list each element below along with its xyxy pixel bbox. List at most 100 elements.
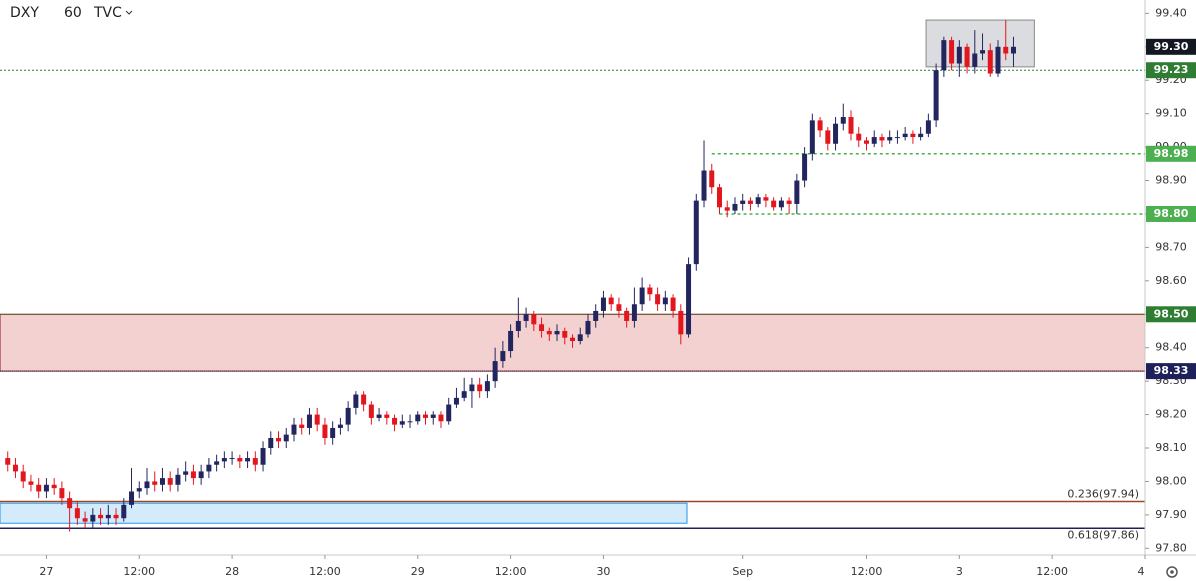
candle-body (453, 397, 459, 405)
fib-label: 0.236(97.94) (1067, 488, 1139, 501)
candle-body (879, 137, 885, 141)
candle-body (43, 484, 49, 492)
candle-body (918, 133, 924, 138)
candle-body (129, 491, 135, 505)
candle-body (376, 414, 382, 418)
candle-body (353, 394, 359, 408)
candle-body (221, 458, 227, 462)
x-tick-label: 12:00 (851, 565, 883, 578)
candle-body (90, 514, 96, 522)
candle-body (167, 478, 173, 485)
candle-body (856, 133, 862, 141)
candle-body (252, 458, 258, 465)
candle-body (314, 414, 320, 425)
y-tick-label: 98.90 (1155, 174, 1187, 187)
candle-body (539, 324, 545, 331)
candle-body (461, 391, 467, 398)
candle-body (693, 200, 699, 265)
price-tag-label: 99.23 (1154, 63, 1189, 76)
price-tag-label: 98.33 (1154, 364, 1189, 377)
candle-body (515, 320, 521, 331)
price-tag (1146, 145, 1196, 162)
y-tick-label: 98.60 (1155, 274, 1187, 287)
candle-body (299, 424, 305, 428)
candle-body (98, 514, 104, 519)
candle-body (12, 464, 18, 472)
candle-body (5, 458, 11, 465)
y-tick-label: 98.40 (1155, 341, 1187, 354)
candle-body (484, 381, 490, 392)
candle-body (430, 414, 436, 418)
y-tick-label: 98.20 (1155, 408, 1187, 421)
candle-body (716, 187, 722, 208)
interval[interactable]: 60 (64, 5, 82, 21)
candle-body (747, 200, 753, 204)
settings-icon[interactable] (1166, 566, 1178, 578)
candle-body (260, 448, 266, 465)
candle-body (562, 330, 568, 338)
x-tick-label: 3 (956, 565, 963, 578)
candle-body (972, 53, 978, 67)
candle-body (647, 287, 653, 295)
candle-body (724, 207, 730, 211)
candle-body (500, 351, 506, 362)
x-tick-label: 27 (39, 565, 53, 578)
price-tag (1146, 62, 1196, 79)
candle-body (778, 200, 784, 208)
candle-body (608, 297, 614, 305)
candle-body (809, 120, 815, 154)
symbol[interactable]: DXY (10, 5, 39, 21)
candle-body (330, 427, 336, 438)
candle-body (570, 337, 575, 342)
candle-body (701, 170, 707, 201)
price-tag-label: 98.80 (1154, 207, 1189, 220)
candle-body (786, 200, 792, 204)
candle-body (949, 40, 955, 64)
y-tick-label: 98.00 (1155, 474, 1187, 487)
candle-body (183, 471, 189, 475)
candle-body (670, 297, 676, 311)
dropdown-caret[interactable] (125, 10, 133, 15)
price-tag-label: 98.98 (1154, 147, 1189, 160)
candle-body (20, 471, 26, 482)
candle-body (863, 140, 869, 144)
zone (0, 502, 688, 524)
candle-body (345, 407, 351, 425)
candle-body (477, 384, 483, 392)
candle-body (105, 514, 111, 519)
y-tick-label: 99.40 (1155, 6, 1187, 19)
candle-body (51, 484, 57, 489)
candle-body (941, 40, 947, 71)
candle-body (469, 384, 475, 392)
candle-body (144, 481, 150, 489)
candle-body (616, 304, 622, 311)
candle-body (531, 314, 537, 325)
candle-body (546, 330, 552, 335)
x-tick-label: 12:00 (123, 565, 155, 578)
candle-body (523, 314, 529, 321)
candle-body (902, 133, 908, 138)
candle-body (825, 130, 831, 144)
candle-body (198, 471, 204, 479)
candle-body (113, 514, 119, 519)
candle-body (910, 133, 916, 138)
candle-body (508, 330, 514, 352)
candle-body (175, 474, 181, 485)
candle-body (322, 424, 328, 438)
candle-body (392, 417, 398, 425)
source[interactable]: TVC (93, 5, 122, 21)
candle-body (399, 421, 405, 425)
candle-body (291, 424, 297, 435)
candle-body (933, 70, 939, 121)
candle-body (802, 153, 808, 181)
x-tick-label: 12:00 (495, 565, 527, 578)
candle-body (593, 310, 599, 321)
candle-body (655, 294, 661, 305)
candle-body (407, 421, 413, 423)
candle-body (817, 120, 823, 131)
candle-body (492, 361, 498, 382)
candle-body (152, 481, 158, 485)
candle-body (848, 117, 854, 134)
candle-body (423, 414, 429, 418)
